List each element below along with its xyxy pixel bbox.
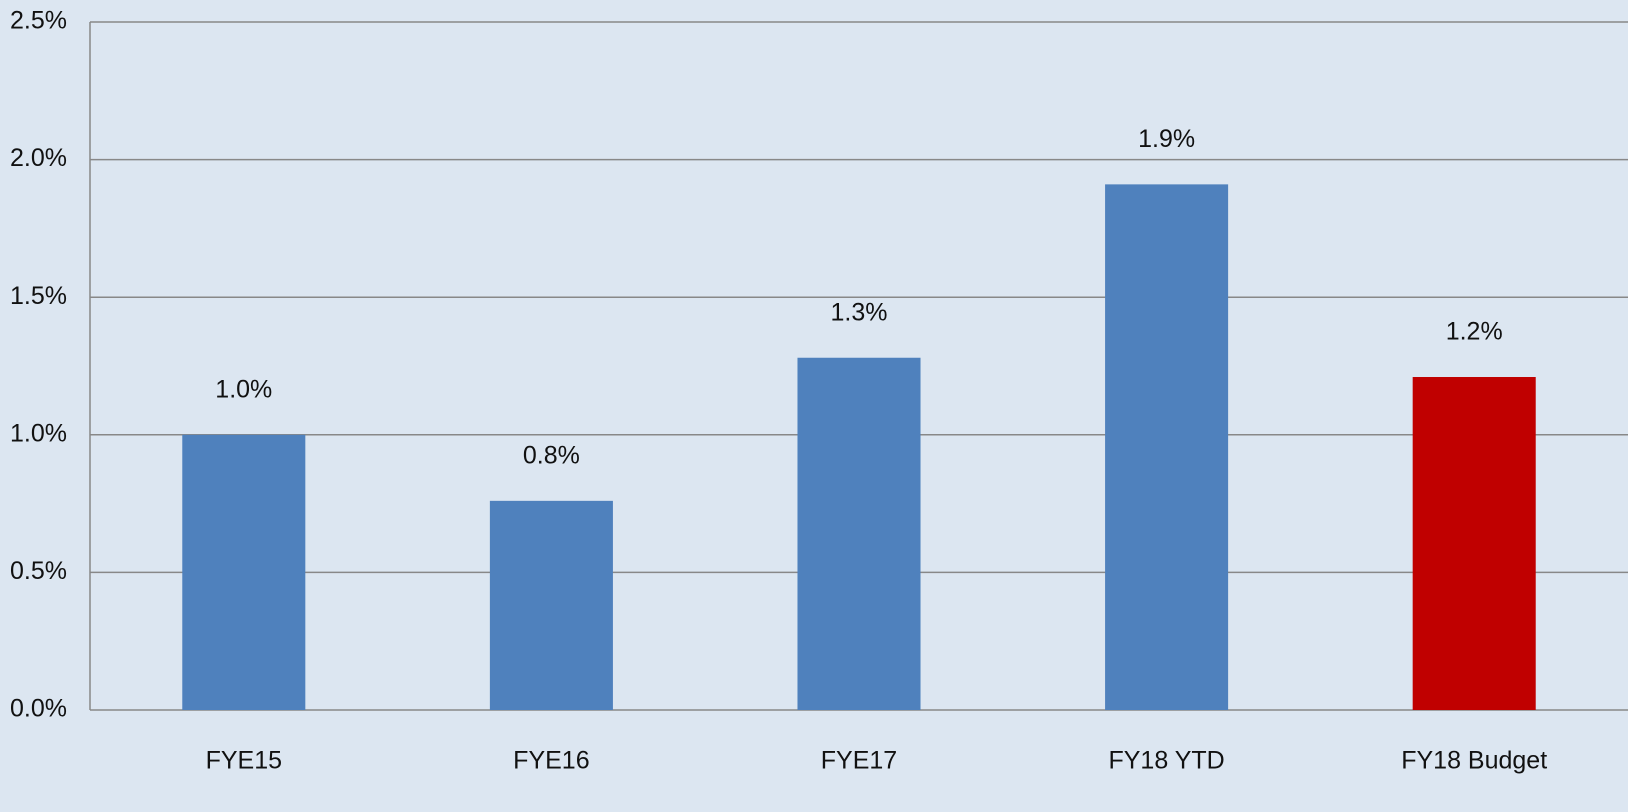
value-label: 1.0% — [215, 375, 272, 403]
x-tick-label: FYE15 — [206, 747, 282, 775]
bar — [182, 434, 306, 710]
y-tick-label: 2.0% — [10, 144, 67, 172]
x-tick-label: FY18 YTD — [1108, 747, 1224, 775]
y-tick-label: 1.5% — [10, 282, 67, 310]
bar — [797, 357, 921, 710]
y-tick-label: 2.5% — [10, 7, 67, 35]
value-label: 1.9% — [1138, 125, 1195, 153]
bar — [489, 500, 613, 710]
x-tick-label: FYE16 — [513, 747, 589, 775]
y-tick-label: 0.0% — [10, 695, 67, 723]
y-tick-label: 0.5% — [10, 557, 67, 585]
value-label: 1.2% — [1446, 318, 1503, 346]
y-tick-label: 1.0% — [10, 419, 67, 447]
x-tick-label: FYE17 — [821, 747, 897, 775]
value-label: 0.8% — [523, 441, 580, 469]
value-label: 1.3% — [831, 298, 888, 326]
bar — [1105, 184, 1229, 711]
bar — [1412, 377, 1536, 710]
x-tick-label: FY18 Budget — [1401, 747, 1547, 775]
